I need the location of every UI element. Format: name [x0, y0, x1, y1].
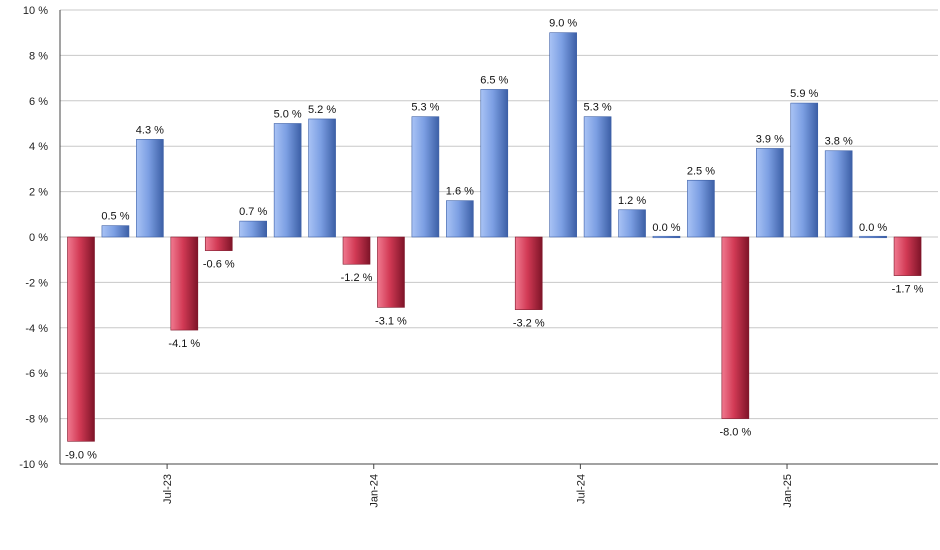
y-tick-label: 10 % — [23, 5, 48, 17]
y-tick-label: -10 % — [19, 459, 48, 471]
y-axis-tick-labels: -10 % -8 % -6 % -4 % -2 % 0 % 2 % 4 % 6 % 8 % 10 % — [19, 5, 48, 471]
data-label: 0.0 % — [859, 222, 887, 234]
y-tick-label: -4 % — [25, 323, 48, 335]
bar — [514, 236, 543, 310]
bars — [67, 32, 922, 442]
x-tick-label: Jul-23 — [162, 474, 174, 504]
bar — [239, 220, 267, 238]
bar — [755, 148, 784, 238]
bar — [859, 235, 887, 239]
axes — [59, 10, 938, 465]
bar — [687, 179, 715, 238]
y-tick-label: 2 % — [29, 187, 48, 199]
bar — [411, 116, 440, 238]
data-label: -3.1 % — [375, 315, 407, 327]
bar — [273, 123, 302, 238]
bar — [618, 209, 646, 238]
bar — [101, 225, 130, 238]
bar — [342, 236, 371, 265]
y-tick-label: -6 % — [25, 368, 48, 380]
bar — [377, 236, 405, 308]
data-label: 0.5 % — [101, 211, 129, 223]
bar — [549, 32, 577, 238]
bar — [446, 200, 474, 238]
data-label: 5.0 % — [274, 109, 302, 121]
bar — [136, 139, 164, 238]
data-label: 6.5 % — [480, 74, 508, 86]
y-tick-label: -2 % — [25, 277, 48, 289]
x-axis-tick-labels: Jul-23 Jan-24 Jul-24 Jan-25 — [162, 464, 794, 508]
bar — [67, 236, 95, 442]
y-tick-label: 0 % — [29, 232, 48, 244]
bar — [170, 236, 199, 331]
bar — [583, 116, 612, 238]
data-label: 1.2 % — [618, 195, 646, 207]
data-label: 1.6 % — [446, 186, 474, 198]
y-tick-label: 4 % — [29, 141, 48, 153]
bar — [790, 102, 819, 238]
x-tick-label: Jan-24 — [369, 474, 381, 508]
data-label: 3.9 % — [756, 133, 784, 145]
x-tick-label: Jan-25 — [782, 474, 794, 508]
data-label: 2.5 % — [687, 165, 715, 177]
data-label: 0.7 % — [239, 206, 267, 218]
bar — [204, 236, 233, 251]
x-tick-label: Jul-24 — [575, 474, 587, 504]
data-label: -0.6 % — [203, 259, 235, 271]
bar — [893, 236, 922, 276]
data-label: 5.3 % — [584, 102, 612, 114]
data-label: -1.2 % — [341, 272, 373, 284]
bar — [652, 235, 681, 239]
data-label: -9.0 % — [65, 449, 97, 461]
data-label: -4.1 % — [168, 338, 200, 350]
y-tick-label: 6 % — [29, 96, 48, 108]
data-label: -8.0 % — [719, 427, 751, 439]
data-label: -1.7 % — [892, 284, 924, 296]
bar — [480, 89, 509, 238]
data-label: -3.2 % — [513, 318, 545, 330]
y-tick-label: 8 % — [29, 50, 48, 62]
bar — [308, 118, 336, 238]
bar — [721, 236, 750, 419]
data-label: 5.3 % — [411, 102, 439, 114]
data-labels: -9.0 % 0.5 % 4.3 % -4.1 % -0.6 % 0.7 % 5.0 % 5.… — [65, 18, 924, 462]
data-label: 5.2 % — [308, 104, 336, 116]
data-label: 4.3 % — [136, 124, 164, 136]
bar — [824, 150, 853, 238]
data-label: 0.0 % — [652, 222, 680, 234]
data-label: 3.8 % — [825, 136, 853, 148]
y-tick-label: -8 % — [25, 414, 48, 426]
data-label: 9.0 % — [549, 18, 577, 30]
data-label: 5.9 % — [790, 88, 818, 100]
